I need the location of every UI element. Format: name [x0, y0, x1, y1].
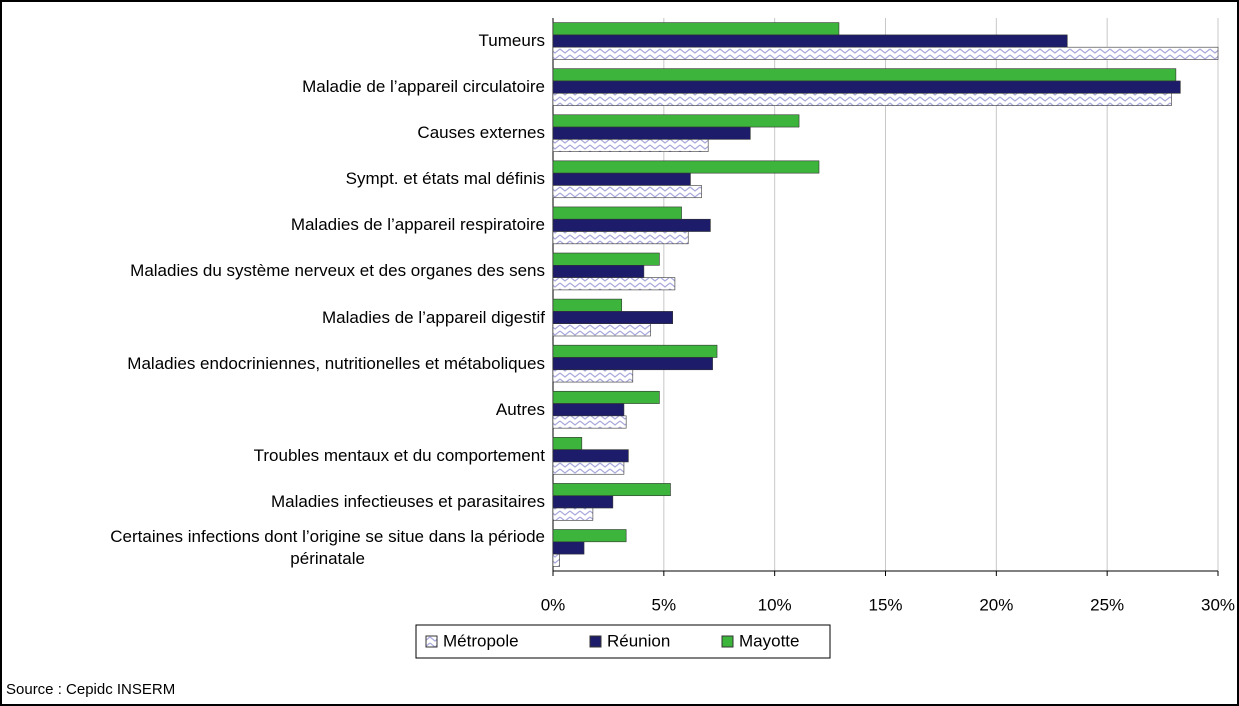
bar [552, 80, 1181, 94]
bar [552, 529, 627, 543]
bar [552, 231, 689, 245]
bar [552, 126, 751, 140]
bar [552, 22, 840, 36]
bar [552, 277, 676, 291]
bar [552, 403, 625, 417]
bar [552, 507, 594, 521]
legend-label: Mayotte [739, 631, 799, 650]
bar [552, 114, 800, 128]
bar [552, 323, 651, 337]
bar [552, 449, 629, 463]
y-tick-label: Causes externes [417, 123, 545, 143]
bar [552, 34, 1068, 48]
bar [552, 369, 634, 383]
legend-swatch [721, 635, 734, 648]
y-tick-label: Autres [495, 399, 545, 419]
bar [552, 483, 671, 497]
bar [552, 92, 1172, 106]
bar [552, 553, 560, 567]
bar [552, 139, 709, 152]
x-tick-label: 20% [979, 595, 1013, 614]
legend-label: Réunion [607, 631, 670, 650]
y-tick-label: Troubles mentaux et du comportement [253, 445, 545, 465]
legend-label: Métropole [443, 631, 519, 650]
y-tick-label: Maladies infectieuses et parasitaires [270, 491, 545, 511]
bar [552, 298, 623, 312]
bar [552, 437, 583, 450]
bar [552, 172, 691, 186]
bar [552, 185, 702, 199]
bar [552, 344, 718, 358]
x-tick-label: 0% [541, 595, 566, 614]
bar [552, 252, 660, 266]
legend-swatch [425, 635, 438, 648]
bar [552, 495, 614, 509]
y-tick-label: Tumeurs [478, 31, 545, 51]
bar [552, 46, 1219, 60]
x-tick-label: 30% [1201, 595, 1235, 614]
x-tick-label: 10% [758, 595, 792, 614]
x-tick-label: 15% [868, 595, 902, 614]
bar [552, 160, 820, 174]
bar [552, 461, 625, 475]
x-tick-label: 25% [1090, 595, 1124, 614]
bar [552, 311, 673, 324]
y-tick-label: Certaines infections dont l’origine se s… [110, 526, 545, 568]
legend-box [415, 624, 831, 659]
bar [552, 541, 585, 555]
legend-swatch [589, 635, 602, 648]
bar [552, 415, 627, 429]
y-tick-label: Maladies du système nerveux et des organ… [130, 261, 545, 281]
bar [552, 206, 682, 220]
y-tick-label: Maladies endocriniennes, nutritionelles … [127, 353, 545, 373]
bar [552, 390, 660, 404]
bar [552, 68, 1177, 82]
y-tick-label: Maladies de l’appareil digestif [321, 307, 545, 327]
source: Source : Cepidc INSERM [6, 681, 175, 698]
bar [552, 357, 713, 371]
y-tick-label: Maladies de l’appareil respiratoire [290, 215, 545, 235]
bar [552, 218, 711, 232]
y-tick-label: Sympt. et états mal définis [345, 169, 545, 189]
x-tick-label: 5% [652, 595, 677, 614]
y-tick-label: Maladie de l’appareil circulatoire [302, 77, 545, 97]
bar [552, 265, 645, 278]
